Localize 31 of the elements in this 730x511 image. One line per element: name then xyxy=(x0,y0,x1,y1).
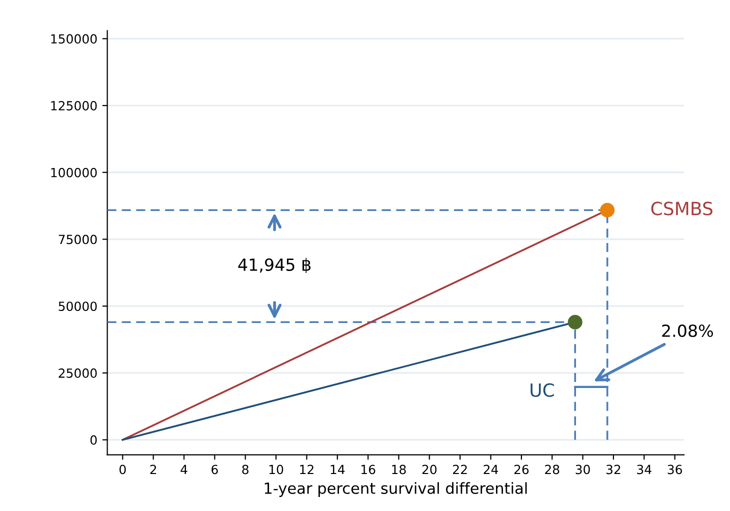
y-tick-label: 25000 xyxy=(58,368,97,378)
text: UC xyxy=(530,383,554,397)
annotation: 41,945 ฿ xyxy=(238,258,311,274)
x-tick-label: 4 xyxy=(180,464,188,474)
x-tick-label: 34 xyxy=(637,464,652,474)
y-tick-label: 100000 xyxy=(51,168,97,178)
text: CSMBS xyxy=(651,202,712,216)
x-tick-label: 36 xyxy=(668,464,682,474)
x-tick-label: 28 xyxy=(545,464,560,474)
y-tick-label: 0 xyxy=(90,435,97,445)
x-axis-title: 1-year percent survival differential xyxy=(264,482,527,497)
x-tick-label: 0 xyxy=(119,464,126,474)
x-tick-label: 22 xyxy=(453,464,467,474)
x-tick-label: 32 xyxy=(606,464,620,474)
x-tick-label: 18 xyxy=(392,464,406,474)
y-tick-label: 125000 xyxy=(51,101,97,110)
x-tick-label: 30 xyxy=(576,464,590,474)
x-tick-label: 14 xyxy=(330,464,345,474)
x-tick-label: 2 xyxy=(150,464,156,474)
annotation: 2.08% xyxy=(662,324,713,338)
x-tick-label: 26 xyxy=(514,464,529,474)
x-tick-label: 16 xyxy=(361,464,376,474)
x-tick-label: 8 xyxy=(242,464,248,474)
x-tick-label: 6 xyxy=(212,464,218,474)
y-tick-label: 150000 xyxy=(51,34,97,44)
x-tick-label: 24 xyxy=(484,464,498,474)
x-tick-label: 10 xyxy=(269,464,284,474)
y-tick-label: 75000 xyxy=(58,234,97,244)
y-tick-label: 50000 xyxy=(58,302,97,312)
x-tick-label: 12 xyxy=(300,464,314,474)
x-tick-label: 20 xyxy=(422,464,437,474)
